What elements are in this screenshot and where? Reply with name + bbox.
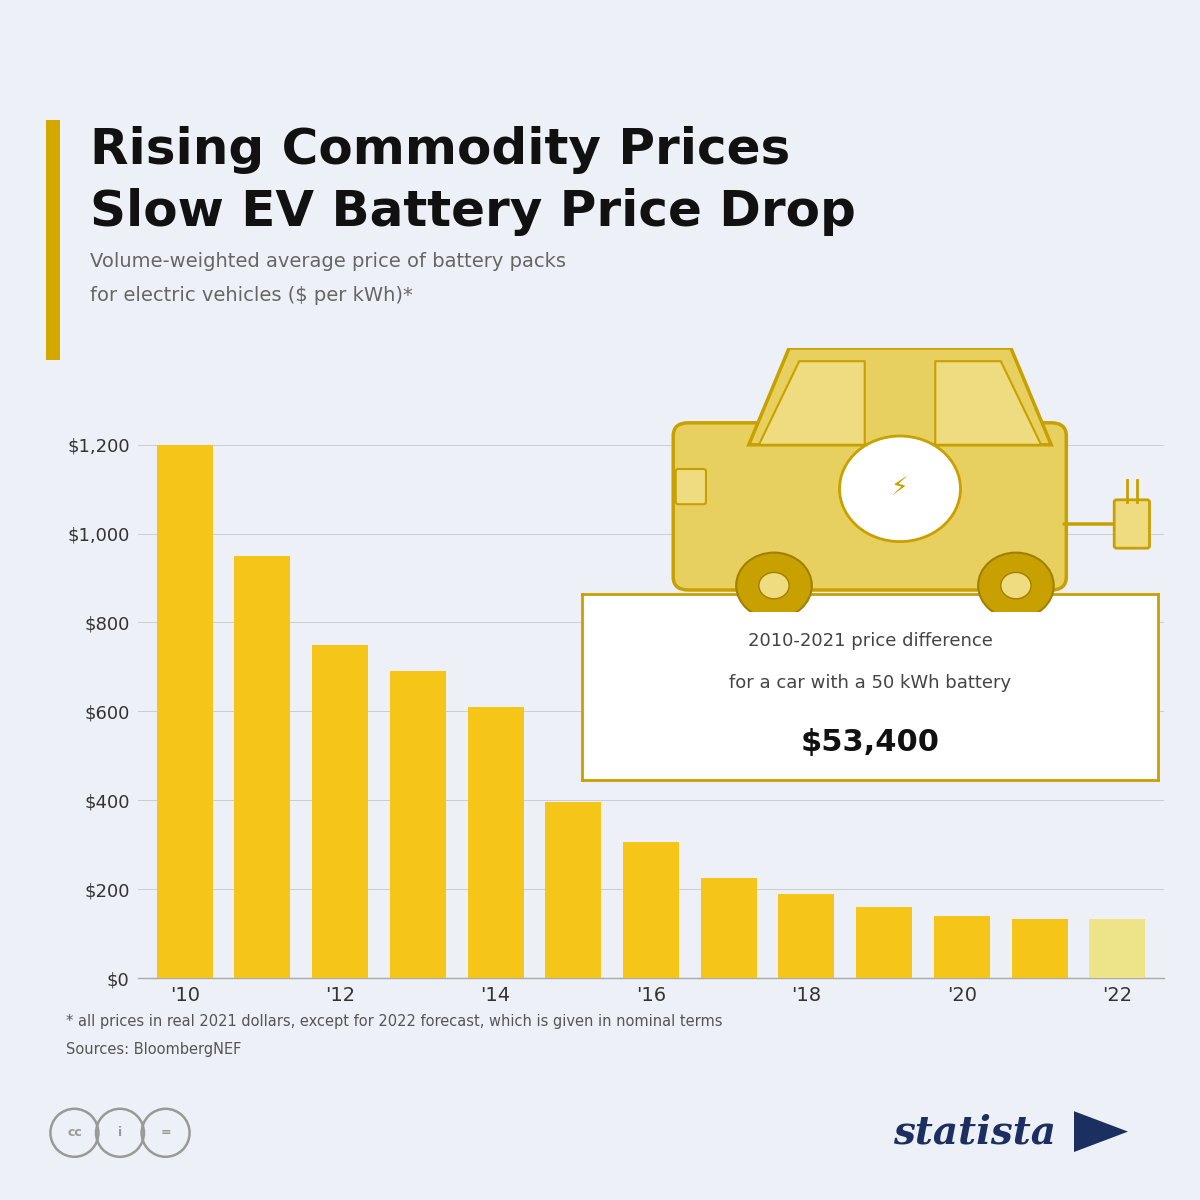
Text: Rising Commodity Prices: Rising Commodity Prices [90, 126, 791, 174]
Text: statista: statista [893, 1114, 1056, 1152]
Bar [545, 803, 601, 978]
Bar [468, 707, 523, 978]
Bar [157, 445, 212, 978]
Polygon shape [758, 361, 865, 445]
Bar [390, 671, 446, 978]
Text: Slow EV Battery Price Drop: Slow EV Battery Price Drop [90, 188, 856, 236]
Bar [701, 878, 757, 978]
Bar [934, 916, 990, 978]
Bar [623, 842, 679, 978]
Text: * all prices in real 2021 dollars, except for 2022 forecast, which is given in n: * all prices in real 2021 dollars, excep… [66, 1014, 722, 1028]
FancyBboxPatch shape [673, 422, 1067, 590]
Circle shape [758, 572, 790, 599]
Text: cc: cc [67, 1127, 82, 1139]
FancyBboxPatch shape [676, 469, 706, 504]
Bar [312, 644, 368, 978]
Text: for electric vehicles ($ per kWh)*: for electric vehicles ($ per kWh)* [90, 286, 413, 305]
Circle shape [1001, 572, 1031, 599]
Circle shape [737, 552, 811, 619]
FancyBboxPatch shape [1115, 499, 1150, 548]
Bar [1012, 919, 1068, 978]
Text: ⚡: ⚡ [892, 476, 908, 500]
Circle shape [840, 436, 960, 541]
Text: Volume-weighted average price of battery packs: Volume-weighted average price of battery… [90, 252, 566, 271]
Bar [857, 907, 912, 978]
Text: $53,400: $53,400 [800, 728, 940, 757]
Text: i: i [118, 1127, 122, 1139]
Bar [1090, 919, 1145, 978]
Bar [234, 556, 290, 978]
Text: for a car with a 50 kWh battery: for a car with a 50 kWh battery [728, 674, 1012, 692]
Polygon shape [935, 361, 1042, 445]
Text: Sources: BloombergNEF: Sources: BloombergNEF [66, 1042, 241, 1056]
Text: 2010-2021 price difference: 2010-2021 price difference [748, 631, 992, 649]
Polygon shape [749, 348, 1051, 445]
Circle shape [978, 552, 1054, 619]
Text: =: = [161, 1127, 170, 1139]
Bar [779, 894, 834, 978]
